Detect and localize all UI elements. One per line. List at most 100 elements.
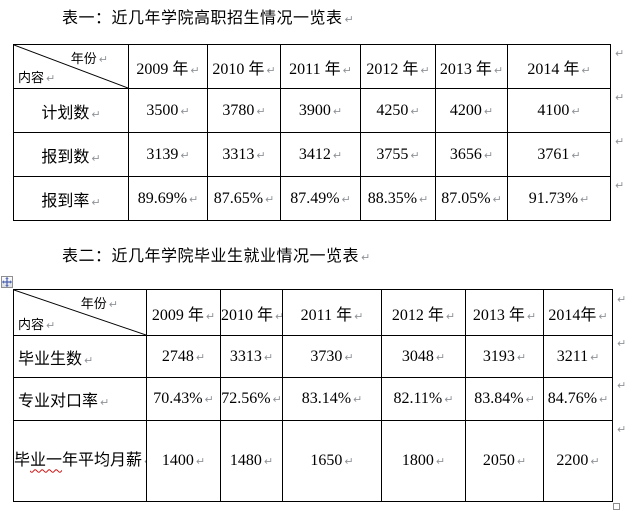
paragraph-mark: ↵ (263, 350, 274, 364)
paragraph-mark: ↵ (263, 455, 274, 468)
table1-cell[interactable]: 3656 ↵ (435, 132, 508, 177)
table1-cell[interactable]: 3313 ↵ (207, 132, 281, 177)
table2-row-label[interactable]: 毕业生数 ↵ (13, 335, 147, 378)
table1-cell[interactable]: 88.35% ↵ (360, 176, 436, 221)
table1-row-label[interactable]: 报到率 ↵ (13, 176, 129, 221)
table1-cell[interactable]: 3761 ↵ (507, 132, 611, 177)
paragraph-mark: ↵ (256, 148, 266, 162)
table1-row-label[interactable]: 报到数 ↵ (13, 132, 129, 177)
table1-col-header-2010[interactable]: 2010 年 ↵ (207, 44, 281, 89)
paragraph-mark: ↵ (84, 353, 94, 367)
table2-col-header-2014[interactable]: 2014年 ↵ (543, 289, 613, 336)
table2-cell[interactable]: 3193 ↵ (465, 335, 544, 378)
table2-cell[interactable]: 3048 ↵ (381, 335, 466, 378)
paragraph-mark: ↵ (516, 455, 527, 468)
table1-cell[interactable]: 91.73% ↵ (507, 176, 611, 221)
table1-cell[interactable]: 3500 ↵ (128, 88, 208, 133)
table1-col-header-2012[interactable]: 2012 年 ↵ (360, 44, 436, 89)
paragraph-mark: ↵ (91, 107, 101, 121)
table2-cell[interactable]: 3730 ↵ (282, 335, 382, 378)
table1-cell[interactable]: 3412 ↵ (280, 132, 361, 177)
paragraph-mark: ↵ (525, 393, 535, 406)
paragraph-mark: ↵ (108, 298, 118, 311)
table1-cell[interactable]: 3780 ↵ (207, 88, 281, 133)
table1-header-row: 年份 ↵ 内容 ↵ 2009 年 ↵ 2010 年 ↵ 2011 年 ↵ 2012 年 ↵ … (13, 44, 611, 89)
table1-cell[interactable]: 3900 ↵ (280, 88, 361, 133)
table1-col-header-2013[interactable]: 2013 年 ↵ (435, 44, 508, 89)
table2-col-header-2010[interactable]: 2010 年↵ (220, 289, 283, 336)
paragraph-mark: ↵ (590, 455, 600, 468)
table2-cell[interactable]: 72.56% ↵ (220, 377, 283, 421)
paragraph-mark: ↵ (341, 192, 351, 206)
paragraph-mark: ↵ (571, 148, 581, 162)
table2-cell[interactable]: 84.76% ↵ (543, 377, 613, 421)
table2-cell[interactable]: 1650 ↵ (282, 420, 382, 502)
paragraph-mark: ↵ (580, 192, 590, 206)
table2-row-major-match-rate: 专业对口率 ↵ 70.43% ↵ 72.56% ↵ 83.14% ↵ 82.11% ↵ 8… (13, 377, 613, 421)
table1-row-reported: 报到数 ↵ 3139 ↵ 3313 ↵ 3412 ↵ 3755 ↵ 3656 ↵ 3761 ↵ (13, 132, 611, 177)
move-icon (2, 277, 12, 287)
table2-cell[interactable]: 2200 ↵ (543, 420, 613, 502)
table2-cell[interactable]: 2050 ↵ (465, 420, 544, 502)
paragraph-mark: ↵ (180, 148, 190, 162)
table1-col-header-2011[interactable]: 2011 年 ↵ (280, 44, 361, 89)
paragraph-mark: ↵ (332, 104, 343, 118)
table1-cell[interactable]: 4250 ↵ (360, 88, 436, 133)
paragraph-mark: ↵ (46, 319, 56, 332)
table1-title-text: 表一：近几年学院高职招生情况一览表 (62, 10, 343, 27)
table1-cell[interactable]: 3139 ↵ (128, 132, 208, 177)
end-of-row-mark: ↵ (615, 47, 625, 60)
table2-col-header-2013[interactable]: 2013 年 ↵ (465, 289, 544, 336)
table1-col-header-2014[interactable]: 2014 年 ↵ (507, 44, 611, 89)
table2-cell[interactable]: 70.43% ↵ (146, 377, 221, 421)
table1-row-label[interactable]: 计划数 ↵ (13, 88, 129, 133)
end-of-row-mark: ↵ (617, 337, 627, 350)
paragraph-mark: ↵ (483, 104, 494, 118)
table1-cell[interactable]: 87.49% ↵ (280, 176, 361, 221)
table1-cell[interactable]: 87.05% ↵ (435, 176, 508, 221)
table2-row-label[interactable]: 专业对口率 ↵ (13, 377, 147, 421)
diagonal-content-label: 内容 ↵ (18, 317, 56, 332)
paragraph-mark: ↵ (354, 309, 364, 323)
table2-title: 表二：近几年学院毕业生就业情况一览表 ↵ (62, 247, 371, 268)
table2-cell[interactable]: 3313 ↵ (220, 335, 283, 378)
paragraph-mark: ↵ (195, 350, 206, 364)
table2-cell[interactable]: 1400 ↵ (146, 420, 221, 502)
table1: 年份 ↵ 内容 ↵ 2009 年 ↵ 2010 年 ↵ 2011 年 ↵ 2012 年 ↵ … (13, 44, 611, 221)
table2: 年份↵ 内容↵ 2009 年↵ 2010 年↵ 2011 年↵ 2012 年↵ … (13, 289, 613, 502)
table1-cell[interactable]: 89.69% ↵ (128, 176, 208, 221)
end-of-row-mark: ↵ (615, 135, 625, 148)
table1-cell[interactable]: 4100 ↵ (507, 88, 611, 133)
paragraph-mark: ↵ (144, 455, 145, 468)
table2-row-label[interactable]: 毕业一年平均月薪↵ (13, 420, 147, 502)
paragraph-mark: ↵ (204, 393, 214, 406)
table1-cell[interactable]: 4200 ↵ (435, 88, 508, 133)
paragraph-mark: ↵ (46, 72, 56, 85)
end-of-row-mark: ↵ (615, 91, 625, 104)
table-resize-handle[interactable] (613, 503, 620, 510)
table2-row-avg-salary: 毕业一年平均月薪↵ 1400↵ 1480↵ 1650↵ 1800↵ 2050↵ … (13, 420, 613, 502)
paragraph-mark: ↵ (266, 63, 276, 77)
table2-cell[interactable]: 83.84% ↵ (465, 377, 544, 421)
table2-cell[interactable]: 82.11% ↵ (381, 377, 466, 421)
table1-cell[interactable]: 3755 ↵ (360, 132, 436, 177)
table1-cell[interactable]: 87.65% ↵ (207, 176, 281, 221)
table2-cell[interactable]: 1480 ↵ (220, 420, 283, 502)
paragraph-mark: ↵ (342, 63, 352, 77)
table2-cell[interactable]: 83.14% ↵ (282, 377, 382, 421)
table-move-handle[interactable] (1, 276, 13, 288)
paragraph-mark: ↵ (332, 148, 343, 162)
table2-cell[interactable]: 3211 ↵ (543, 335, 613, 378)
table2-cell[interactable]: 1800 ↵ (381, 420, 466, 502)
table1-diagonal-header-cell[interactable]: 年份 ↵ 内容 ↵ (13, 44, 129, 89)
table2-cell[interactable]: 2748 ↵ (146, 335, 221, 378)
paragraph-mark: ↵ (435, 455, 446, 468)
table2-diagonal-header-cell[interactable]: 年份 ↵ 内容 ↵ (13, 289, 147, 336)
table1-col-header-2009[interactable]: 2009 年 ↵ (128, 44, 208, 89)
paragraph-mark: ↵ (444, 393, 454, 406)
table2-col-header-2011[interactable]: 2011 年 ↵ (282, 289, 382, 336)
diagonal-line (14, 45, 128, 88)
table2-col-header-2012[interactable]: 2012 年 ↵ (381, 289, 466, 336)
table2-col-header-2009[interactable]: 2009 年 ↵ (146, 289, 221, 336)
